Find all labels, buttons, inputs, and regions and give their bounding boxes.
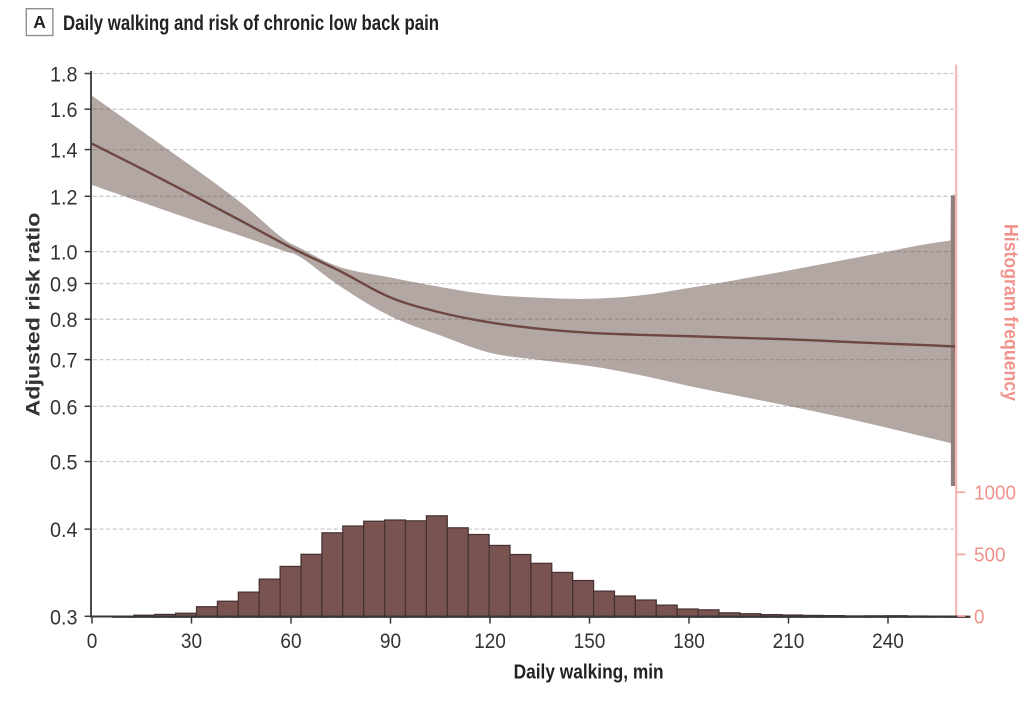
- svg-text:150: 150: [574, 630, 606, 653]
- svg-text:0: 0: [87, 630, 98, 653]
- svg-text:0.9: 0.9: [50, 274, 78, 297]
- svg-text:1.4: 1.4: [50, 140, 78, 163]
- svg-text:0.5: 0.5: [50, 452, 78, 475]
- svg-text:Adjusted risk ratio: Adjusted risk ratio: [23, 212, 45, 416]
- svg-text:1.8: 1.8: [50, 64, 78, 87]
- svg-text:Daily walking, min: Daily walking, min: [514, 662, 664, 684]
- svg-text:1000: 1000: [974, 483, 1016, 505]
- svg-text:0: 0: [974, 606, 985, 628]
- svg-text:1.6: 1.6: [50, 99, 78, 122]
- svg-text:60: 60: [280, 630, 301, 653]
- svg-text:0.4: 0.4: [50, 519, 78, 542]
- svg-text:120: 120: [474, 630, 506, 653]
- svg-text:A: A: [33, 12, 46, 32]
- svg-text:1.2: 1.2: [50, 186, 78, 209]
- svg-text:0.7: 0.7: [50, 350, 78, 373]
- svg-text:0.3: 0.3: [50, 606, 78, 629]
- svg-text:1.0: 1.0: [50, 242, 78, 265]
- svg-text:0.8: 0.8: [50, 309, 78, 332]
- svg-text:0.6: 0.6: [50, 396, 78, 419]
- svg-text:210: 210: [773, 630, 805, 653]
- svg-text:Histogram frequency: Histogram frequency: [1000, 224, 1022, 401]
- svg-text:90: 90: [380, 630, 401, 653]
- svg-text:Daily walking and risk of chro: Daily walking and risk of chronic low ba…: [63, 11, 439, 35]
- svg-text:30: 30: [181, 630, 202, 653]
- svg-text:240: 240: [872, 630, 904, 653]
- svg-text:500: 500: [974, 545, 1006, 567]
- svg-text:180: 180: [673, 630, 705, 653]
